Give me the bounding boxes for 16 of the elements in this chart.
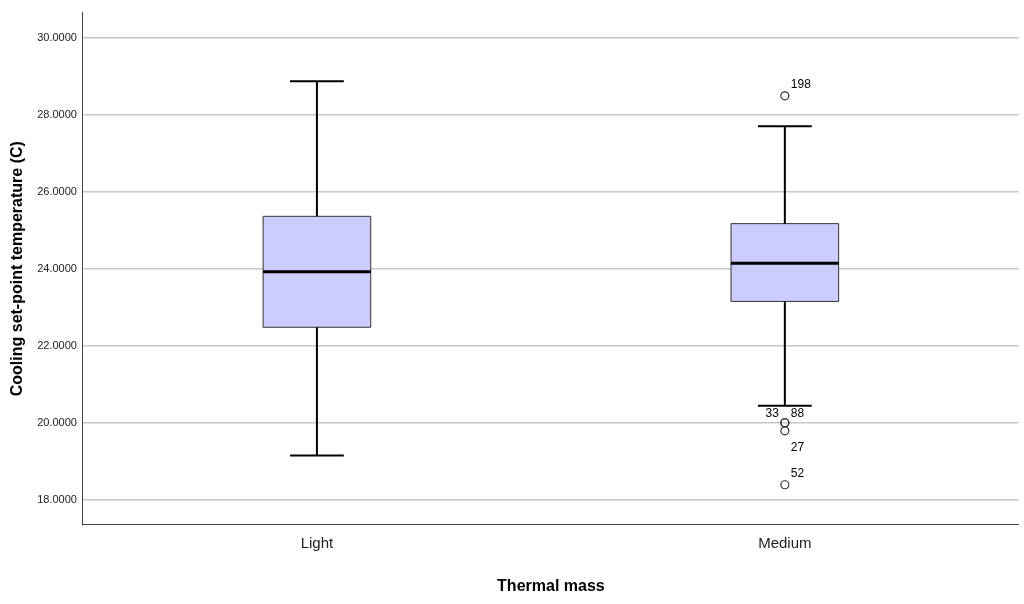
x-axis-title: Thermal mass — [497, 576, 605, 594]
x-tick-label: Light — [300, 533, 335, 551]
annotation: 52 — [790, 465, 805, 480]
y-tick-label: 26.0000 — [37, 184, 77, 197]
y-tick-label: 20.0000 — [37, 415, 77, 428]
y-tick-label: 24.0000 — [37, 261, 77, 274]
y-tick-label: 22.0000 — [37, 338, 77, 351]
x-tick-label: Medium — [758, 533, 812, 551]
y-axis-title: Cooling set-point temperature (C) — [8, 141, 26, 397]
annotation: 198 — [790, 76, 812, 91]
annotation: 33 — [765, 405, 780, 420]
annotation: 88 — [790, 405, 805, 420]
y-tick-label: 28.0000 — [37, 107, 77, 120]
y-tick-label: 30.0000 — [37, 30, 77, 43]
y-tick-label: 18.0000 — [37, 492, 77, 505]
annotation: 27 — [790, 439, 805, 454]
